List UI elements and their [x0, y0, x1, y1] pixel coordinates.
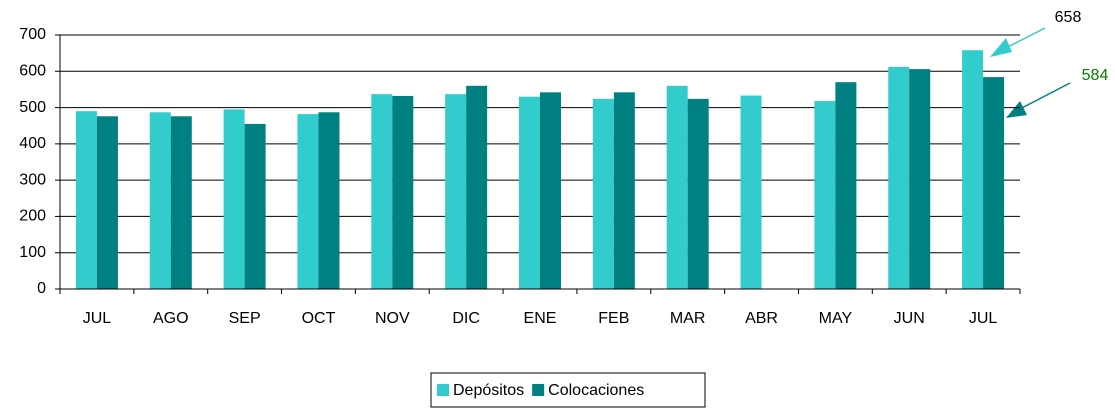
bar: [223, 109, 245, 289]
bar: [318, 112, 340, 289]
annotation-arrows: [990, 27, 1071, 118]
bar: [666, 85, 688, 289]
legend-label: Depósitos: [453, 382, 524, 399]
legend-swatch: [437, 384, 449, 396]
bar: [687, 98, 709, 289]
bar: [740, 95, 762, 290]
y-tick-label: 300: [19, 171, 46, 188]
bar: [613, 92, 635, 290]
bar: [540, 92, 561, 290]
bar: [371, 94, 393, 289]
bar: [392, 95, 414, 290]
bar: [592, 98, 614, 289]
arrow: [1017, 82, 1071, 111]
data-label: 584: [1082, 67, 1109, 84]
bar: [75, 111, 97, 289]
x-tick-label: ABR: [745, 310, 778, 327]
bar: [149, 112, 171, 289]
y-tick-label: 600: [19, 63, 46, 80]
x-tick-label: ENE: [524, 310, 557, 327]
x-tick-label: JUL: [83, 310, 112, 327]
x-tick-label: JUL: [969, 310, 998, 327]
arrowhead: [990, 38, 1012, 57]
bar: [909, 69, 931, 289]
y-tick-label: 700: [19, 26, 46, 43]
x-tick-label: AGO: [153, 310, 189, 327]
y-tick-label: 400: [19, 135, 46, 152]
x-tick-label: OCT: [302, 310, 336, 327]
data-label: 658: [1055, 9, 1082, 26]
bar: [888, 66, 910, 289]
legend-label: Colocaciones: [548, 382, 644, 399]
bar: [445, 94, 467, 289]
legend-swatch: [532, 384, 545, 396]
bar: [519, 96, 540, 289]
y-tick-label: 100: [19, 244, 46, 261]
y-tick-label: 0: [37, 280, 46, 297]
bar: [962, 50, 984, 289]
bar: [170, 116, 192, 289]
bar: [835, 82, 857, 290]
bar: [466, 85, 488, 289]
x-tick-label: MAY: [819, 310, 853, 327]
legend: Depósitos Colocaciones: [430, 372, 706, 408]
arrowhead: [1006, 101, 1027, 118]
bar: [297, 114, 319, 289]
x-tick-label: NOV: [375, 310, 410, 327]
x-tick-label: DIC: [452, 310, 480, 327]
x-tick-label: MAR: [670, 310, 706, 327]
x-tick-label: FEB: [598, 310, 629, 327]
x-tick-label: SEP: [229, 310, 261, 327]
y-tick-label: 200: [19, 208, 46, 225]
x-tick-label: JUN: [894, 310, 925, 327]
bar: [96, 116, 118, 289]
legend-box: [430, 372, 706, 408]
bar: [244, 123, 266, 290]
y-tick-label: 500: [19, 99, 46, 116]
bar: [983, 77, 1005, 289]
bar: [814, 101, 836, 289]
